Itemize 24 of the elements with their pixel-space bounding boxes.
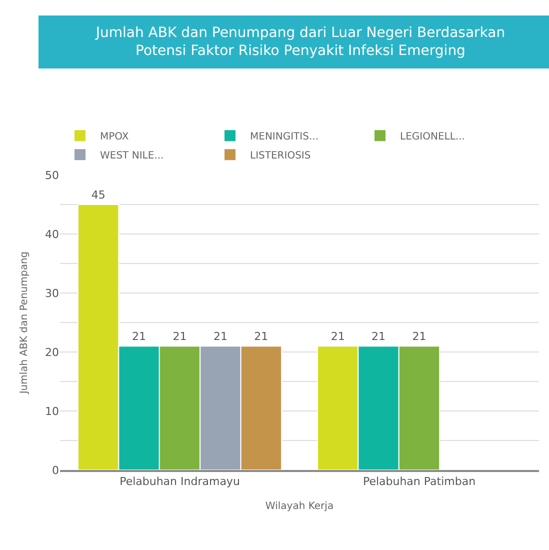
legend-label: MENINGITIS... xyxy=(250,132,318,142)
y-tick-label: 40 xyxy=(45,228,59,241)
y-tick-label: 50 xyxy=(45,168,59,182)
data-label: 21 xyxy=(412,330,426,344)
x-tick-label: Pelabuhan Indramayu xyxy=(120,475,240,488)
data-label: 21 xyxy=(172,330,187,344)
data-label: 21 xyxy=(132,330,146,344)
data-label: 21 xyxy=(372,330,386,344)
y-tick-label: 10 xyxy=(45,404,59,418)
data-label: 45 xyxy=(91,188,106,202)
data-label: 21 xyxy=(330,330,345,344)
data-label: 21 xyxy=(213,330,228,344)
data-label: 21 xyxy=(254,330,268,344)
y-tick-label: 30 xyxy=(45,286,59,300)
legend-label: LISTERIOSIS xyxy=(250,150,311,162)
x-tick-label: Pelabuhan Patimban xyxy=(362,475,476,488)
legend-label: LEGIONELL... xyxy=(400,132,465,142)
y-tick-label: 0 xyxy=(52,464,59,477)
legend-label: MPOX xyxy=(100,132,129,142)
legend-label: WEST NILE... xyxy=(100,150,164,162)
chart-title: Jumlah ABK dan Penumpang dari Luar Negeri Berdasarkan Potensi Faktor Risiko Penyakit Infeksi Emerging xyxy=(94,24,506,60)
y-axis-title: Jumlah ABK dan Penumpang xyxy=(19,251,30,395)
y-tick-label: 20 xyxy=(45,346,59,359)
x-axis-title: Wilayah Kerja xyxy=(265,501,334,512)
